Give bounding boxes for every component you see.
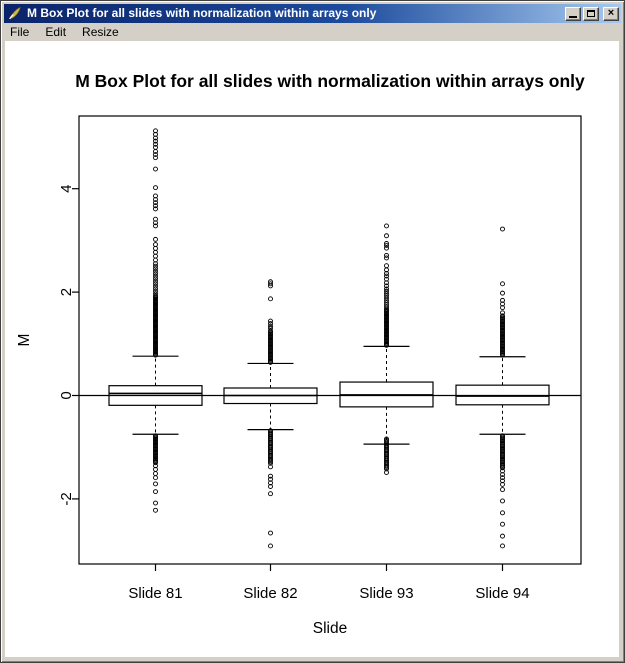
boxplot-slide-93 <box>339 223 434 475</box>
maximize-button[interactable] <box>583 6 599 21</box>
titlebar[interactable]: M Box Plot for all slides with normaliza… <box>4 4 621 23</box>
plot-title: M Box Plot for all slides with normaliza… <box>75 71 585 91</box>
menu-edit[interactable]: Edit <box>45 24 67 39</box>
svg-text:-2: -2 <box>58 492 75 505</box>
window-controls: × <box>565 6 619 21</box>
minimize-button[interactable] <box>565 6 581 21</box>
x-axis: Slide 81 Slide 82 Slide 93 Slide 94 <box>128 564 530 602</box>
menubar: File Edit Resize <box>4 23 621 41</box>
svg-text:4: 4 <box>58 185 75 193</box>
plot-y-label: M <box>16 334 33 347</box>
y-axis: -2 0 2 4 <box>58 185 79 506</box>
boxplot-canvas: -2 0 2 4 Slide 81 Slide 82 Slide 93 Slide 94 M B… <box>16 71 585 637</box>
boxplot-slide-94 <box>455 226 550 549</box>
x-tick-label: Slide 93 <box>359 585 413 602</box>
close-button[interactable]: × <box>603 6 619 21</box>
svg-text:0: 0 <box>58 391 75 399</box>
boxplot-slide-81 <box>108 128 203 513</box>
maximize-icon <box>587 10 595 17</box>
quill-icon <box>7 6 23 21</box>
menu-file[interactable]: File <box>10 24 30 39</box>
plot-client-area: -2 0 2 4 Slide 81 Slide 82 Slide 93 Slide 94 M B… <box>5 41 619 657</box>
close-icon: × <box>607 6 615 19</box>
plot-border <box>78 115 582 565</box>
x-tick-label: Slide 81 <box>128 585 182 602</box>
plot-x-label: Slide <box>313 620 347 637</box>
window-title: M Box Plot for all slides with normaliza… <box>27 6 377 20</box>
x-tick-label: Slide 82 <box>243 585 297 602</box>
boxplot-slide-82 <box>223 279 318 549</box>
x-tick-label: Slide 94 <box>475 585 529 602</box>
minimize-icon <box>569 16 577 18</box>
menu-resize[interactable]: Resize <box>82 24 119 39</box>
svg-text:2: 2 <box>58 288 75 296</box>
